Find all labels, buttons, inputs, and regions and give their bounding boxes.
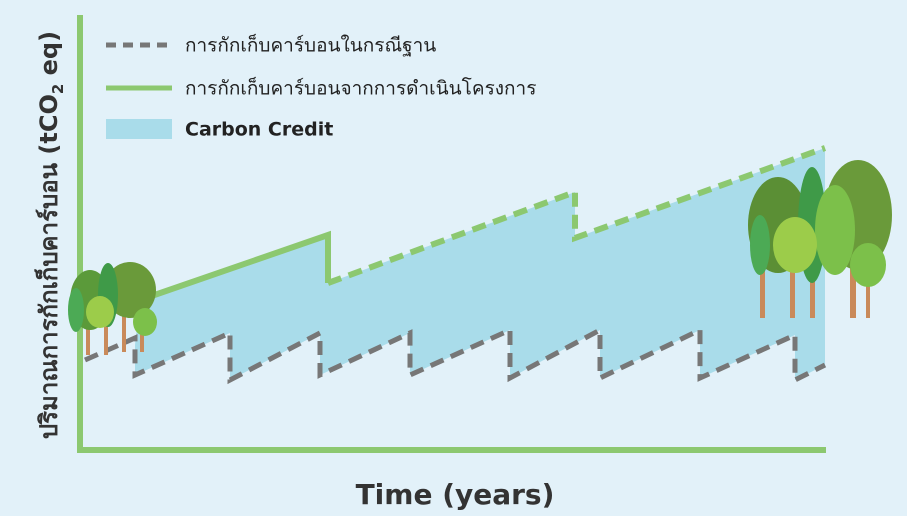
y-axis-label-main: ปริมาณการกักเก็บคาร์บอน (tCO xyxy=(34,94,63,439)
y-axis-label-subscript: 2 xyxy=(49,84,67,94)
legend-label: การกักเก็บคาร์บอนในกรณีฐาน xyxy=(185,33,436,57)
x-axis-label: Time (years) xyxy=(356,478,555,511)
diagram: การกักเก็บคาร์บอนในกรณีฐาน การกักเก็บคาร… xyxy=(0,0,907,516)
legend-swatch-credit xyxy=(106,119,172,139)
page: การกักเก็บคาร์บอนในกรณีฐาน การกักเก็บคาร… xyxy=(0,0,907,516)
legend-label: Carbon Credit xyxy=(185,119,333,141)
y-axis-label-end: eq) xyxy=(35,31,63,84)
legend-label: การกักเก็บคาร์บอนจากการดำเนินโครงการ xyxy=(185,76,536,100)
